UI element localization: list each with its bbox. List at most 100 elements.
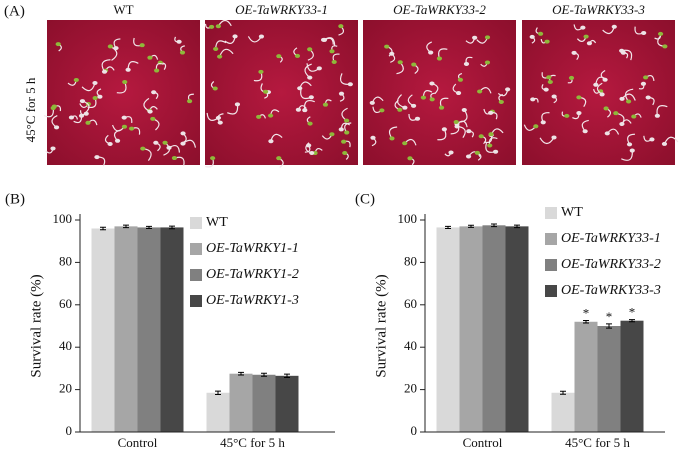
y-tick-label: 100 xyxy=(53,211,73,226)
cotyledon xyxy=(407,156,413,161)
cotyledon xyxy=(338,24,344,29)
photo-title: OE-TaWRKY33-1 xyxy=(235,2,328,17)
cotyledon xyxy=(68,115,75,120)
cotyledon xyxy=(94,155,100,160)
cotyledon xyxy=(478,134,484,139)
cotyledon xyxy=(329,49,335,54)
cotyledon xyxy=(267,113,274,118)
y-axis-label: Survival rate (%) xyxy=(373,274,389,377)
bar xyxy=(597,326,621,432)
cotyledon xyxy=(568,75,575,80)
seedling xyxy=(656,105,668,116)
cotyledon xyxy=(150,116,156,121)
cotyledon xyxy=(92,80,98,85)
cotyledon xyxy=(121,115,127,120)
photo-title: WT xyxy=(113,2,133,17)
cotyledon xyxy=(619,121,625,126)
error-bar xyxy=(169,225,175,230)
cotyledon xyxy=(438,105,445,110)
cotyledon xyxy=(147,55,153,60)
cotyledon xyxy=(582,129,588,134)
cotyledon xyxy=(631,114,637,119)
cotyledon xyxy=(217,120,223,125)
cotyledon xyxy=(347,82,353,87)
cotyledon xyxy=(474,150,480,155)
cotyledon xyxy=(101,69,108,74)
seedling xyxy=(81,82,96,92)
y-tick-label: 0 xyxy=(66,423,73,438)
cotyledon xyxy=(649,137,655,142)
cotyledon xyxy=(429,97,435,102)
cotyledon xyxy=(640,81,647,86)
cotyledon xyxy=(619,96,625,101)
cotyledon xyxy=(641,30,647,35)
cotyledon xyxy=(410,103,417,108)
cotyledon xyxy=(370,135,376,140)
cotyledon xyxy=(180,141,186,146)
cotyledon xyxy=(125,67,131,72)
error-bar xyxy=(491,223,497,228)
error-bar xyxy=(215,390,221,395)
cotyledon xyxy=(645,95,651,100)
cotyledon xyxy=(294,53,301,58)
cotyledon xyxy=(583,34,589,39)
cotyledon xyxy=(341,139,347,144)
cotyledon xyxy=(121,124,128,129)
cotyledon xyxy=(53,125,60,130)
cotyledon xyxy=(139,43,145,48)
legend-label: WT xyxy=(206,215,228,230)
cotyledon xyxy=(316,66,322,71)
cotyledon xyxy=(448,150,454,155)
cotyledon xyxy=(576,95,582,100)
legend-label: OE-TaWRKY1-1 xyxy=(206,241,299,256)
cotyledon xyxy=(505,87,511,92)
legend-label: OE-TaWRKY33-3 xyxy=(561,283,661,298)
significance-mark: * xyxy=(583,305,590,320)
bar xyxy=(114,226,138,432)
legend-swatch xyxy=(190,243,202,255)
cotyledon xyxy=(186,99,193,104)
photo xyxy=(205,20,358,165)
cotyledon xyxy=(397,107,403,112)
error-bar xyxy=(238,371,244,376)
cotyledon xyxy=(411,62,417,67)
cotyledon xyxy=(586,41,593,46)
cotyledon xyxy=(657,31,664,36)
bar xyxy=(206,392,230,432)
cotyledon xyxy=(51,104,57,109)
bar xyxy=(620,320,644,432)
cotyledon xyxy=(662,44,668,49)
photo-title: OE-TaWRKY33-3 xyxy=(552,2,645,17)
cotyledon xyxy=(544,39,550,44)
cotyledon xyxy=(626,142,633,147)
cotyledon xyxy=(529,34,535,39)
legend-swatch xyxy=(545,285,557,297)
cotyledon xyxy=(268,139,274,144)
legend-label: OE-TaWRKY1-2 xyxy=(206,267,299,282)
cotyledon xyxy=(414,116,421,121)
cotyledon xyxy=(276,54,282,59)
cotyledon xyxy=(580,25,586,30)
cotyledon xyxy=(551,94,557,99)
bar xyxy=(160,227,184,432)
bar xyxy=(275,375,299,432)
cotyledon xyxy=(329,132,335,137)
cotyledon xyxy=(484,60,491,65)
panel-label: (B) xyxy=(5,191,25,207)
cotyledon xyxy=(429,81,435,86)
cotyledon xyxy=(492,149,499,154)
cotyledon xyxy=(322,102,329,107)
cotyledon xyxy=(217,54,223,59)
legend-label: WT xyxy=(561,205,583,220)
y-axis-label: Survival rate (%) xyxy=(28,274,44,377)
cotyledon xyxy=(122,80,128,85)
x-tick-label: 45°C for 5 h xyxy=(220,435,285,450)
cotyledon xyxy=(457,77,464,82)
cotyledon xyxy=(551,135,557,140)
bar xyxy=(436,227,460,432)
cotyledon xyxy=(215,24,221,29)
panel-label: (C) xyxy=(355,191,375,207)
cotyledon xyxy=(85,120,91,125)
cotyledon xyxy=(331,59,337,64)
